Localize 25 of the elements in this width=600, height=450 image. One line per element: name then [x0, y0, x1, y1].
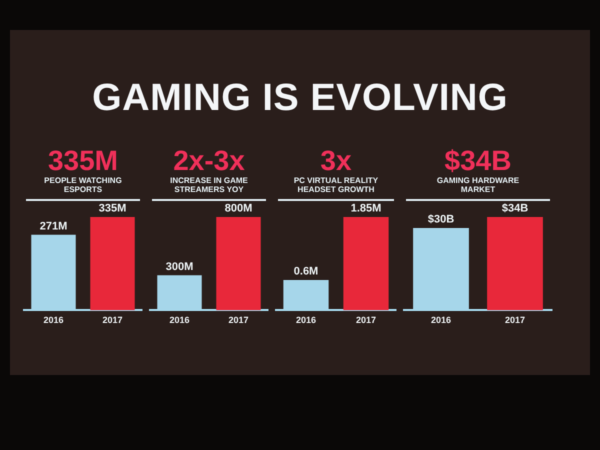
x-tick-label: 2017: [504, 315, 526, 326]
chart-subtitle: PC VIRTUAL REALITY HEADSET GROWTH: [292, 176, 380, 196]
x-tick-label: 2016: [43, 315, 64, 326]
x-tick-label: 2016: [430, 315, 452, 326]
x-tick-label: 2016: [296, 315, 316, 326]
x-tick-label: 2017: [356, 315, 376, 326]
data-label: 300M: [166, 260, 194, 273]
chart-title: $34B: [444, 145, 512, 176]
chart-subtitle: INCREASE IN GAME STREAMERS YOY: [169, 176, 249, 196]
data-label: 1.85M: [350, 202, 382, 215]
data-label: 335M: [98, 202, 126, 215]
data-label: 271M: [40, 220, 68, 232]
data-label: $30B: [428, 213, 454, 226]
chart-title: 2x-3x: [173, 145, 245, 176]
x-tick-label: 2016: [169, 315, 190, 326]
data-label: $34B: [502, 202, 528, 215]
chart-title: 3x: [320, 145, 352, 176]
chart-title: 335M: [48, 145, 118, 176]
x-tick-label: 2017: [228, 315, 249, 326]
chart-subtitle: PEOPLE WATCHING ESPORTS: [43, 176, 123, 196]
data-label: 800M: [224, 202, 252, 215]
chart-subtitle: GAMING HARDWARE MARKET: [436, 176, 520, 196]
data-label: 0.6M: [294, 266, 318, 278]
x-tick-label: 2017: [102, 315, 123, 326]
text: GAMING IS EVOLVING: [91, 76, 509, 120]
